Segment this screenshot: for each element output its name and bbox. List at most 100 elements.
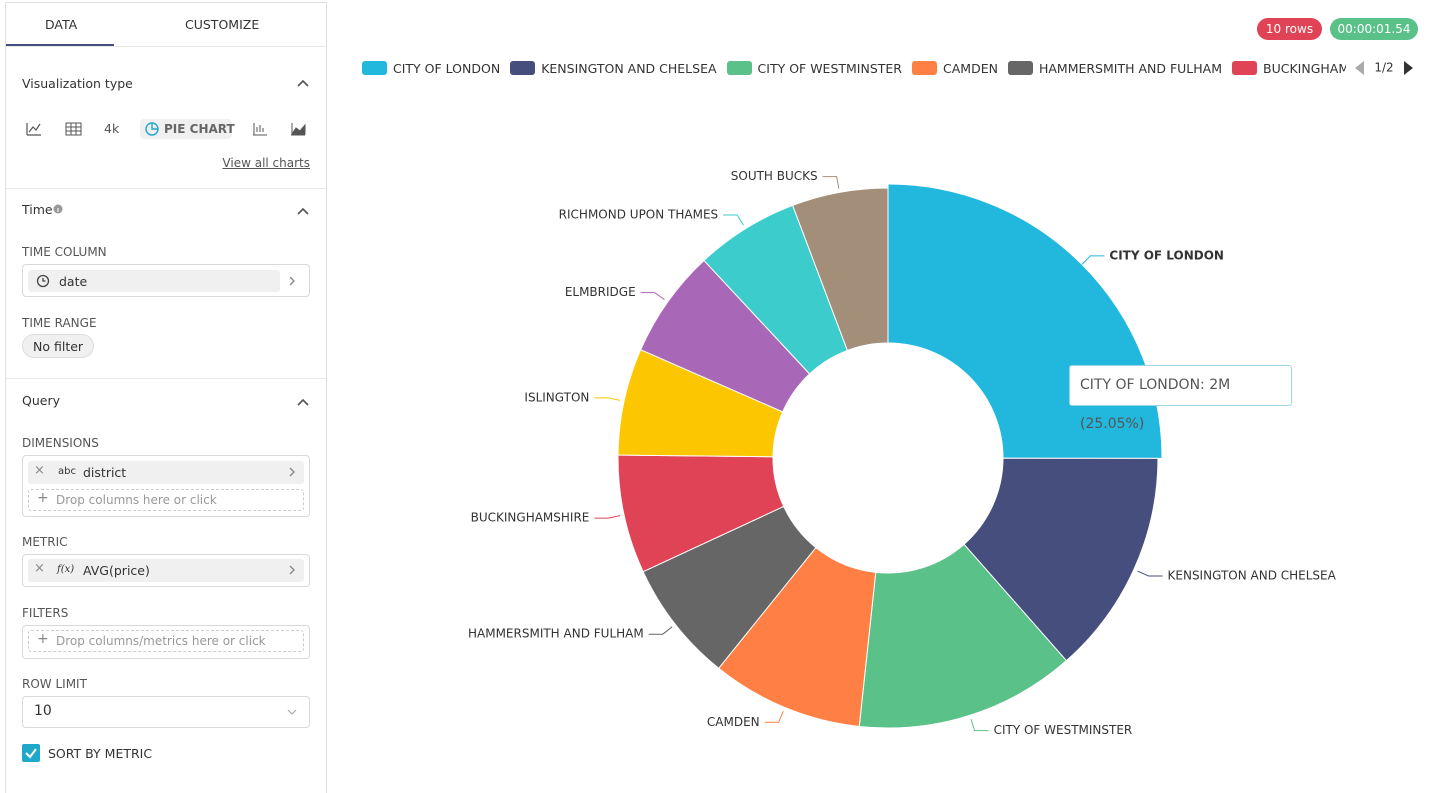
field-label: TIME RANGE (22, 316, 97, 330)
leader-line (1081, 255, 1105, 265)
slice-label: ISLINGTON (524, 390, 589, 404)
drop-zone[interactable] (28, 489, 304, 511)
field-label: DIMENSIONS (22, 436, 99, 450)
pie-slice (792, 187, 889, 352)
drop-zone[interactable] (28, 630, 304, 652)
time-column-field[interactable] (22, 264, 310, 297)
leader-line (723, 214, 744, 226)
chip (28, 270, 280, 292)
remove-icon[interactable]: × (34, 463, 45, 478)
legend-swatch (912, 61, 937, 75)
leader-line (764, 710, 784, 723)
leader-line (594, 397, 621, 401)
leader-line (970, 718, 989, 732)
chip-text: district (83, 465, 127, 480)
metric-field[interactable] (22, 554, 310, 587)
dropdown-icon (287, 709, 297, 715)
chip (28, 461, 304, 484)
legend-item[interactable]: HAMMERSMITH AND FULHAM (1007, 60, 1223, 76)
slice-label: KENSINGTON AND CHELSEA (1168, 568, 1337, 582)
type-icon: abc (58, 466, 76, 477)
section-title: Time (22, 202, 53, 217)
chip (28, 559, 304, 582)
legend-swatch (510, 61, 536, 75)
section-title: Visualization type (22, 76, 133, 91)
divider (6, 378, 326, 379)
pie-slice (858, 543, 1068, 729)
chip-text: date (59, 274, 88, 289)
slice-label: HAMMERSMITH AND FULHAM (468, 627, 644, 641)
legend-item[interactable]: BUCKINGHAMSHIRE (1232, 61, 1346, 76)
timer: 00:00:01.54 (1330, 18, 1418, 40)
slice-label: SOUTH BUCKS (731, 169, 818, 183)
slice-label: CITY OF LONDON (1109, 248, 1224, 262)
legend-item[interactable]: CAMDEN (912, 61, 998, 76)
legend-label: BUCKINGHAMSHIRE (1263, 60, 1346, 76)
slice-label: RICHMOND UPON THAMES (559, 208, 718, 222)
legend-prev[interactable] (1355, 61, 1364, 75)
fx-icon: f(x) (57, 564, 75, 575)
info-icon (53, 204, 63, 214)
clock-icon (36, 274, 50, 288)
divider (6, 188, 326, 189)
drop-text: Drop columns here or click (56, 493, 217, 507)
legend-item[interactable]: CITY OF WESTMINSTER (726, 61, 902, 76)
leader-line (822, 176, 840, 189)
leader-line (1137, 570, 1163, 577)
field-label: FILTERS (22, 606, 69, 620)
collapse-icon[interactable] (296, 206, 310, 216)
legend-label: CITY OF LONDON (393, 60, 501, 76)
tooltip: CITY OF LONDON: 2M (25.05%) (1069, 365, 1292, 432)
legend-item[interactable]: KENSINGTON AND CHELSEA (510, 60, 717, 76)
row-limit-select[interactable] (22, 696, 310, 728)
leader-line (594, 515, 621, 519)
legend-label: CAMDEN (943, 60, 998, 76)
select-value: 10 (34, 703, 52, 719)
row-count: 10 rows (1257, 18, 1322, 40)
leader-line (648, 626, 673, 635)
tab-data[interactable]: DATA (45, 17, 78, 32)
legend-label: HAMMERSMITH AND FULHAM (1038, 60, 1223, 76)
legend-swatch (362, 61, 387, 75)
tab-underline (6, 44, 114, 46)
collapse-icon[interactable] (296, 397, 310, 407)
plus-icon: + (37, 631, 49, 647)
field-label: METRIC (22, 535, 68, 549)
legend-label: KENSINGTON AND CHELSEA (541, 60, 717, 76)
legend-page: 1/2 (1374, 61, 1393, 75)
view-all-link[interactable]: View all charts (222, 156, 310, 170)
tab-customize[interactable]: CUSTOMIZE (185, 17, 260, 32)
chart-type-option[interactable]: PIE CHART (164, 122, 235, 136)
chevron[interactable] (286, 465, 298, 479)
slice-label: CITY OF WESTMINSTER (994, 723, 1133, 737)
legend-swatch (726, 61, 752, 75)
chevron[interactable] (286, 274, 298, 288)
chart-type-option[interactable]: 4k (104, 121, 120, 136)
checkbox[interactable] (22, 744, 40, 762)
filters-field[interactable] (22, 625, 310, 659)
leader-line (640, 292, 665, 300)
section-title: Query (22, 393, 60, 408)
pie-slice (963, 457, 1159, 662)
legend-item[interactable]: CITY OF LONDON (362, 61, 500, 76)
slice-label: BUCKINGHAMSHIRE (471, 511, 590, 525)
divider (6, 46, 326, 47)
dimensions-field[interactable] (22, 455, 310, 517)
field-label: ROW LIMIT (22, 677, 87, 691)
field-label: TIME COLUMN (22, 245, 107, 259)
chip-text: AVG(price) (83, 563, 150, 578)
drop-text: Drop columns/metrics here or click (56, 634, 266, 648)
slice-label: CAMDEN (707, 715, 760, 729)
remove-icon[interactable]: × (34, 561, 45, 576)
collapse-icon[interactable] (296, 78, 310, 88)
legend-pager: 1/2 (1355, 61, 1413, 75)
slice-label: ELMBRIDGE (565, 285, 636, 299)
sidebar (5, 2, 327, 793)
chart-type-icons[interactable] (24, 118, 324, 140)
legend-next[interactable] (1404, 61, 1413, 75)
chevron[interactable] (286, 563, 298, 577)
time-range-pill[interactable]: No filter (22, 334, 95, 358)
legend-swatch (1007, 61, 1033, 75)
